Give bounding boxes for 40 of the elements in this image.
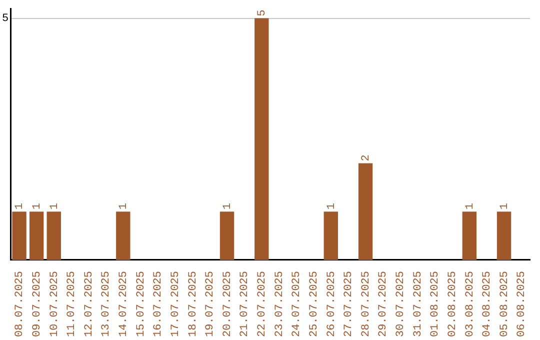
- x-tick-label: 15.07.2025: [135, 270, 148, 338]
- x-tick-label: 25.07.2025: [308, 270, 320, 338]
- data-label: 1: [464, 202, 476, 210]
- x-tick-label: 06.08.2025: [516, 270, 528, 338]
- x-tick-label: 09.07.2025: [31, 270, 44, 338]
- x-tick-label: 22.07.2025: [256, 270, 269, 338]
- x-tick-label: 01.08.2025: [430, 270, 442, 338]
- x-tick-label: 27.07.2025: [343, 270, 356, 338]
- x-tick-label: 04.08.2025: [482, 270, 494, 338]
- x-tick-label: 12.07.2025: [83, 270, 96, 338]
- x-tick-label: 11.07.2025: [66, 270, 78, 338]
- x-tick-label: 10.07.2025: [48, 270, 61, 338]
- x-tick-label: 31.07.2025: [412, 270, 424, 338]
- x-tick-label: 14.07.2025: [118, 270, 130, 338]
- data-label: 5: [256, 10, 269, 16]
- x-tick-label: 17.07.2025: [170, 270, 182, 338]
- x-tick-label: 26.07.2025: [326, 270, 338, 338]
- x-tick-label: 30.07.2025: [395, 270, 408, 338]
- x-tick-label: 18.07.2025: [187, 270, 200, 338]
- x-tick-label: 13.07.2025: [100, 270, 113, 338]
- data-label: 1: [14, 202, 26, 210]
- data-label: 1: [498, 202, 511, 210]
- x-tick-label: 08.07.2025: [14, 270, 26, 338]
- data-label: 1: [31, 202, 44, 210]
- data-label: 2: [360, 154, 372, 162]
- x-tick-label: 28.07.2025: [360, 270, 372, 338]
- x-tick-label: 24.07.2025: [291, 270, 304, 338]
- data-label: 1: [222, 202, 234, 210]
- data-label: 1: [48, 202, 61, 210]
- x-tick-label: 03.08.2025: [464, 270, 476, 338]
- data-label: 1: [118, 202, 130, 210]
- x-tick-label: 29.07.2025: [378, 270, 390, 338]
- data-label: 1: [326, 202, 338, 210]
- x-tick-label: 21.07.2025: [239, 270, 252, 338]
- x-tick-label: 02.08.2025: [446, 270, 459, 338]
- x-tick-label: 20.07.2025: [222, 270, 234, 338]
- x-tick-label: 16.07.2025: [152, 270, 165, 338]
- x-tick-label: 05.08.2025: [498, 270, 511, 338]
- x-tick-label: 23.07.2025: [274, 270, 286, 338]
- x-tick-label: 19.07.2025: [204, 270, 217, 338]
